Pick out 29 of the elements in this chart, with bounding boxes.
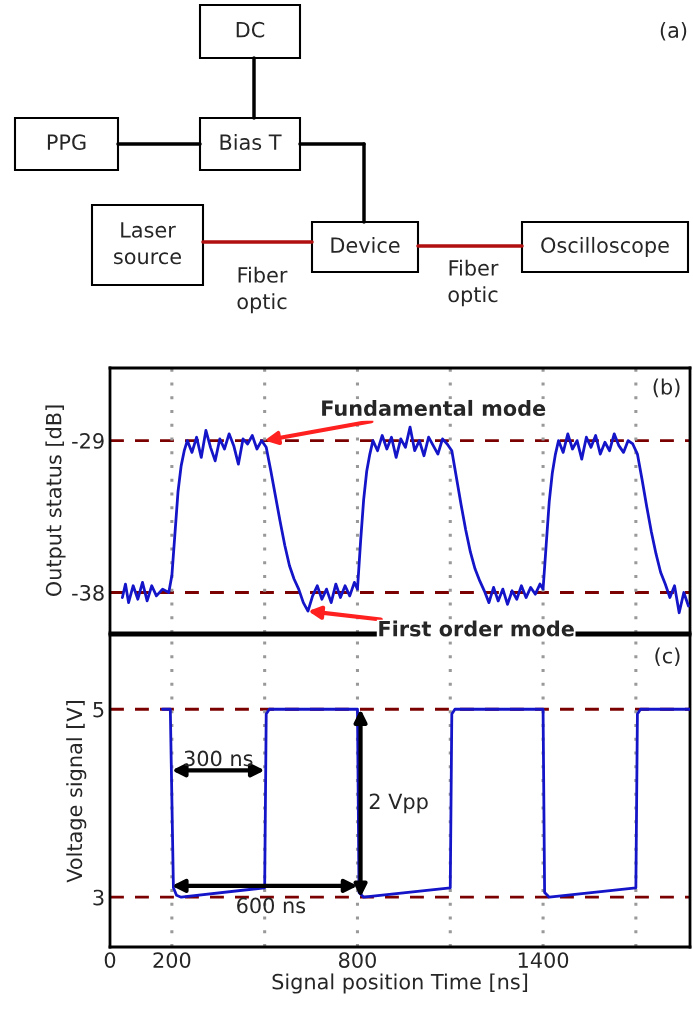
x-tick-label: 800: [339, 952, 376, 968]
text: Laser source: [114, 222, 181, 265]
line-series: [161, 707, 690, 899]
text: Device: [331, 236, 400, 254]
y-tick-label: -29: [72, 433, 104, 449]
x-axis-title: Signal position Time [ns]: [272, 973, 528, 994]
y-tick-label: 5: [93, 701, 104, 718]
text: Fiber optic: [237, 266, 288, 314]
y-axis-title: Output status [dB]: [45, 405, 66, 597]
y-axis-title: Voltage signal [V]: [66, 701, 87, 883]
annotation: 600 ns: [237, 897, 306, 914]
annotation: 300 ns: [184, 750, 253, 767]
annotation: Fundamental mode: [322, 399, 546, 417]
y-tick-label: 3: [93, 889, 104, 906]
y-tick-label: -38: [72, 584, 104, 601]
annotation: (c): [655, 647, 680, 667]
annotation: 2 Vpp: [369, 793, 428, 814]
line-series: [120, 425, 690, 615]
x-tick-label: 1400: [518, 952, 569, 968]
x-tick-label: 200: [153, 952, 191, 968]
text: PPG: [47, 134, 86, 151]
x-tick-label: 0: [104, 952, 116, 968]
text: Oscilloscope: [541, 236, 669, 258]
annotation: (b): [653, 378, 680, 398]
text: DC: [236, 21, 265, 38]
annotation: First order mode: [379, 620, 574, 637]
text: Bias T: [220, 133, 282, 151]
text: Fiber optic: [448, 259, 499, 307]
text: (a): [660, 21, 687, 41]
